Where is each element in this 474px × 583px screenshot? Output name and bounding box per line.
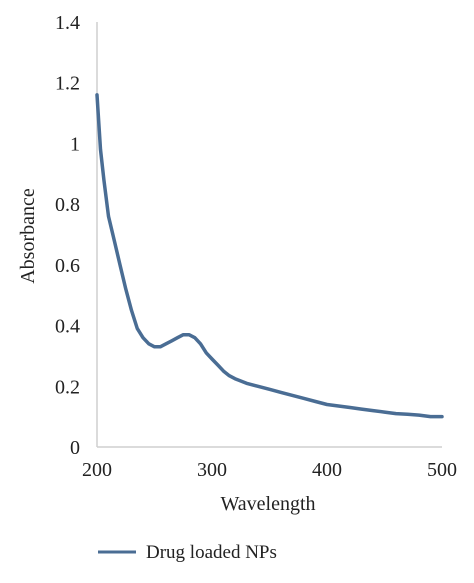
y-tick-label: 1.4	[55, 12, 80, 34]
legend: Drug loaded NPs	[98, 542, 277, 563]
y-tick-labels: 0 0.2 0.4 0.6 0.8 1 1.2 1.4	[55, 12, 80, 459]
x-tick-label: 200	[82, 459, 112, 481]
series-line	[95, 93, 444, 419]
legend-label: Drug loaded NPs	[146, 542, 277, 563]
y-tick-label: 1	[70, 133, 80, 155]
x-tick-label: 300	[197, 459, 227, 481]
x-tick-label: 500	[427, 459, 457, 481]
y-tick-label: 0.8	[55, 194, 80, 216]
y-tick-label: 0	[70, 437, 80, 459]
y-tick-label: 0.4	[55, 316, 80, 338]
y-tick-label: 0.6	[55, 255, 80, 277]
x-tick-labels: 200 300 400 500	[82, 459, 457, 481]
y-tick-label: 1.2	[55, 73, 80, 95]
y-axis-title: Absorbance	[17, 188, 39, 284]
x-axis-title: Wavelength	[220, 493, 315, 515]
y-tick-label: 0.2	[55, 376, 80, 398]
x-tick-label: 400	[312, 459, 342, 481]
plot-area	[95, 93, 444, 419]
